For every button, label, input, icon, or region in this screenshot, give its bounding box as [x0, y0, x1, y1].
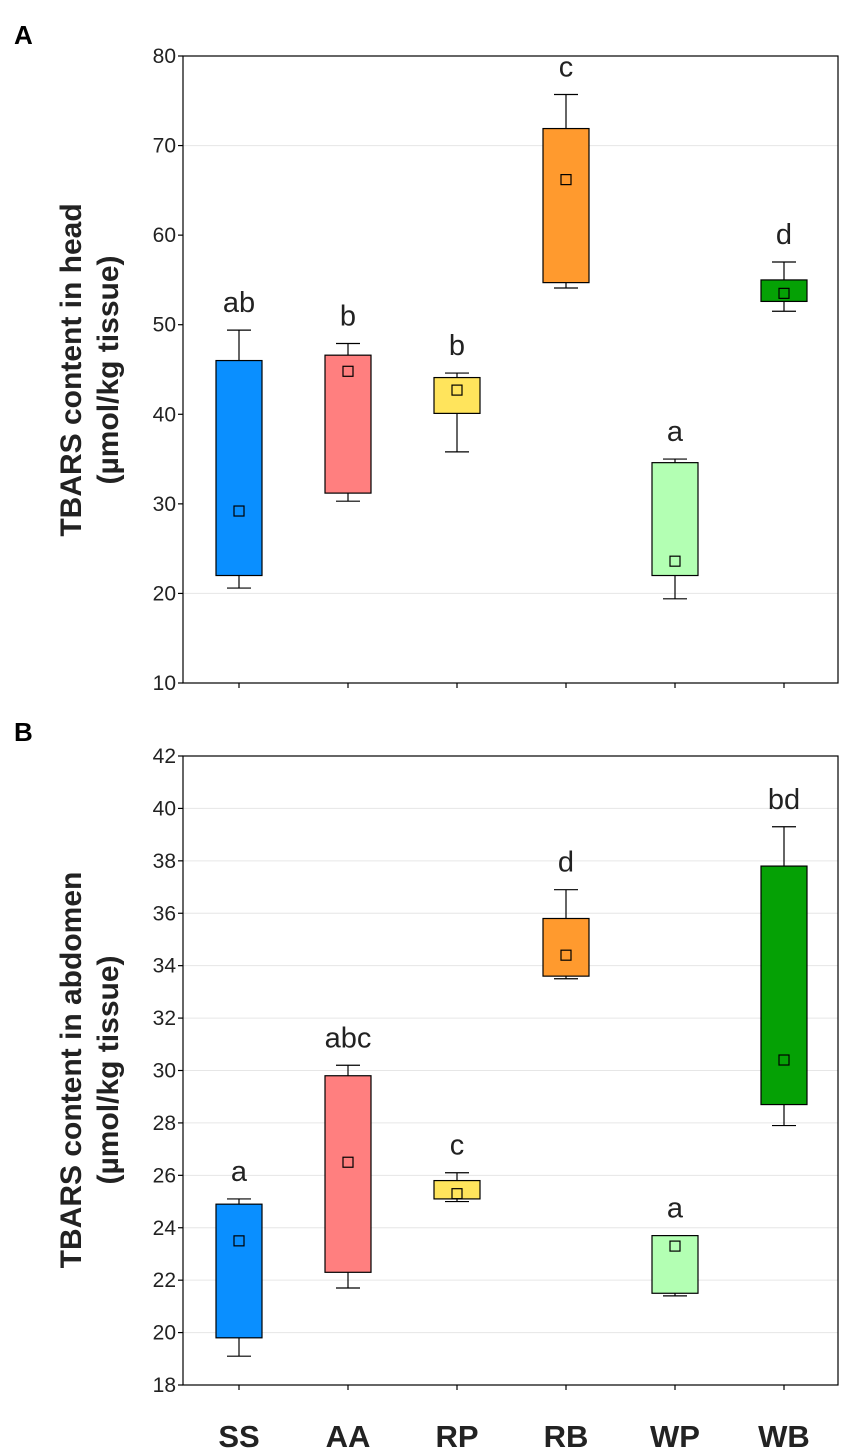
box-aa: abc	[324, 1022, 372, 1289]
significance-letter: b	[340, 301, 356, 333]
median-marker	[233, 1235, 245, 1247]
plot-frame	[182, 55, 839, 684]
y-tick-label: 40	[153, 797, 176, 820]
y-tick-label: 60	[153, 224, 176, 247]
box-ss: ab	[215, 287, 263, 589]
box-wb: bd	[760, 784, 808, 1127]
panel-a: A 10 20 30 40 50 60 70 80 TBARS content in head (µ…	[14, 20, 839, 695]
median-marker	[560, 949, 572, 961]
box-rect	[542, 917, 590, 977]
box-wb: d	[760, 219, 808, 312]
panel-label: B	[14, 717, 33, 747]
y-tick-label: 20	[153, 1322, 176, 1345]
y-tick-label: 18	[153, 1374, 176, 1397]
y-tick-label: 70	[153, 135, 176, 158]
box-rect	[215, 1203, 263, 1339]
box-wp: a	[651, 1193, 699, 1297]
median-marker	[342, 365, 354, 377]
median-marker	[778, 1054, 790, 1066]
significance-letter: a	[231, 1156, 248, 1188]
y-tick-label: 30	[153, 493, 176, 516]
y-axis-title-line2: (µmol/kg tissue)	[92, 256, 125, 485]
y-tick-label: 24	[153, 1217, 177, 1240]
y-axis-title: TBARS content in head (µmol/kg tissue)	[55, 203, 125, 536]
median-marker	[560, 174, 572, 186]
significance-letter: a	[667, 416, 684, 448]
significance-letter: abc	[325, 1022, 372, 1054]
box-rect	[433, 1179, 481, 1200]
box-rect	[760, 279, 808, 303]
significance-letter: c	[559, 52, 574, 84]
median-marker	[233, 505, 245, 517]
significance-letter: ab	[223, 287, 255, 319]
y-tick-label: 34	[153, 955, 177, 978]
box-rect	[542, 127, 590, 284]
panel-b: B 18 20 22 24 26 28 30 32 34 36 38 40 42 TBARS content…	[14, 717, 839, 1397]
significance-letter: a	[667, 1193, 684, 1225]
significance-letter: b	[449, 330, 465, 362]
y-tick-label: 38	[153, 850, 176, 873]
y-tick-label: 80	[153, 45, 176, 68]
y-axis-title-line1: TBARS content in head	[55, 203, 88, 536]
significance-letter: d	[776, 219, 792, 251]
y-tick-label: 36	[153, 902, 176, 925]
y-tick-label: 42	[153, 745, 176, 768]
y-tick-label: 26	[153, 1164, 176, 1187]
significance-letter: d	[558, 847, 574, 879]
box-rect	[651, 1235, 699, 1294]
median-marker	[778, 287, 790, 299]
box-ss: a	[215, 1156, 263, 1357]
x-category-label: AA	[326, 1419, 371, 1454]
y-tick-label: 10	[153, 672, 176, 695]
box-rb: d	[542, 847, 590, 980]
y-tick-label: 20	[153, 582, 176, 605]
y-tick-label: 50	[153, 314, 176, 337]
y-tick-label: 30	[153, 1060, 176, 1083]
y-axis-title: TBARS content in abdomen (µmol/kg tissue)	[55, 872, 125, 1269]
y-tick-label: 22	[153, 1269, 176, 1292]
x-category-label: RB	[544, 1419, 589, 1454]
x-category-labels: SS AA RP RB WP WB	[218, 1419, 810, 1454]
significance-letter: bd	[768, 784, 800, 816]
y-tick-label: 40	[153, 403, 176, 426]
box-aa: b	[324, 301, 372, 502]
median-marker	[451, 1188, 463, 1200]
significance-letter: c	[450, 1130, 465, 1162]
y-axis-title-line2: (µmol/kg tissue)	[92, 956, 125, 1185]
x-category-label: SS	[218, 1419, 259, 1454]
x-category-label: RP	[435, 1419, 478, 1454]
box-rect	[760, 865, 808, 1106]
x-category-label: WB	[758, 1419, 810, 1454]
box-rp: b	[433, 330, 481, 453]
box-rect	[324, 1075, 372, 1273]
box-rect	[324, 354, 372, 494]
y-axis-title-line1: TBARS content in abdomen	[55, 872, 88, 1269]
median-marker	[451, 384, 463, 396]
box-rb: c	[542, 52, 590, 289]
x-category-label: WP	[650, 1419, 700, 1454]
y-tick-label: 32	[153, 1007, 176, 1030]
box-rp: c	[433, 1130, 481, 1203]
median-marker	[669, 1240, 681, 1252]
box-rect	[651, 462, 699, 577]
y-tick-label: 28	[153, 1112, 176, 1135]
median-marker	[342, 1156, 354, 1168]
box-wp: a	[651, 416, 699, 600]
box-rect	[215, 359, 263, 577]
panel-label: A	[14, 20, 33, 50]
median-marker	[669, 555, 681, 567]
